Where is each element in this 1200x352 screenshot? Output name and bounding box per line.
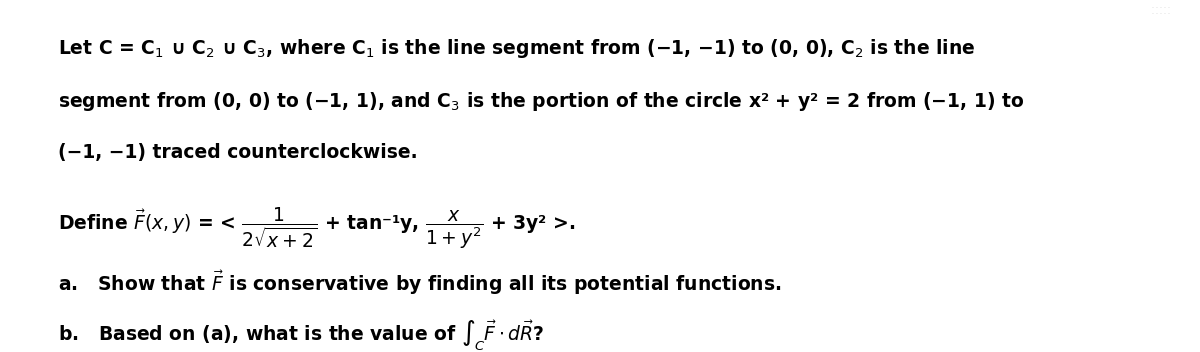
Text: a.   Show that $\vec{F}$ is conservative by finding all its potential functions.: a. Show that $\vec{F}$ is conservative b…	[58, 269, 781, 297]
Text: · · · · ·
· · · · ·: · · · · · · · · · ·	[1152, 5, 1170, 16]
Text: (−1, −1) traced counterclockwise.: (−1, −1) traced counterclockwise.	[58, 143, 418, 162]
Text: segment from (0, 0) to (−1, 1), and C$_3$ is the portion of the circle x² + y² =: segment from (0, 0) to (−1, 1), and C$_3…	[58, 90, 1024, 113]
Text: Define $\vec{F}(x, y)$ = < $\dfrac{1}{2\sqrt{x+2}}$ + tan⁻¹y, $\dfrac{x}{1+y^2}$: Define $\vec{F}(x, y)$ = < $\dfrac{1}{2\…	[58, 206, 575, 251]
Text: b.   Based on (a), what is the value of $\int_C \vec{F} \cdot d\vec{R}$?: b. Based on (a), what is the value of $\…	[58, 319, 544, 352]
Text: Let C = C$_1$ ∪ C$_2$ ∪ C$_3$, where C$_1$ is the line segment from (−1, −1) to : Let C = C$_1$ ∪ C$_2$ ∪ C$_3$, where C$_…	[58, 37, 974, 60]
